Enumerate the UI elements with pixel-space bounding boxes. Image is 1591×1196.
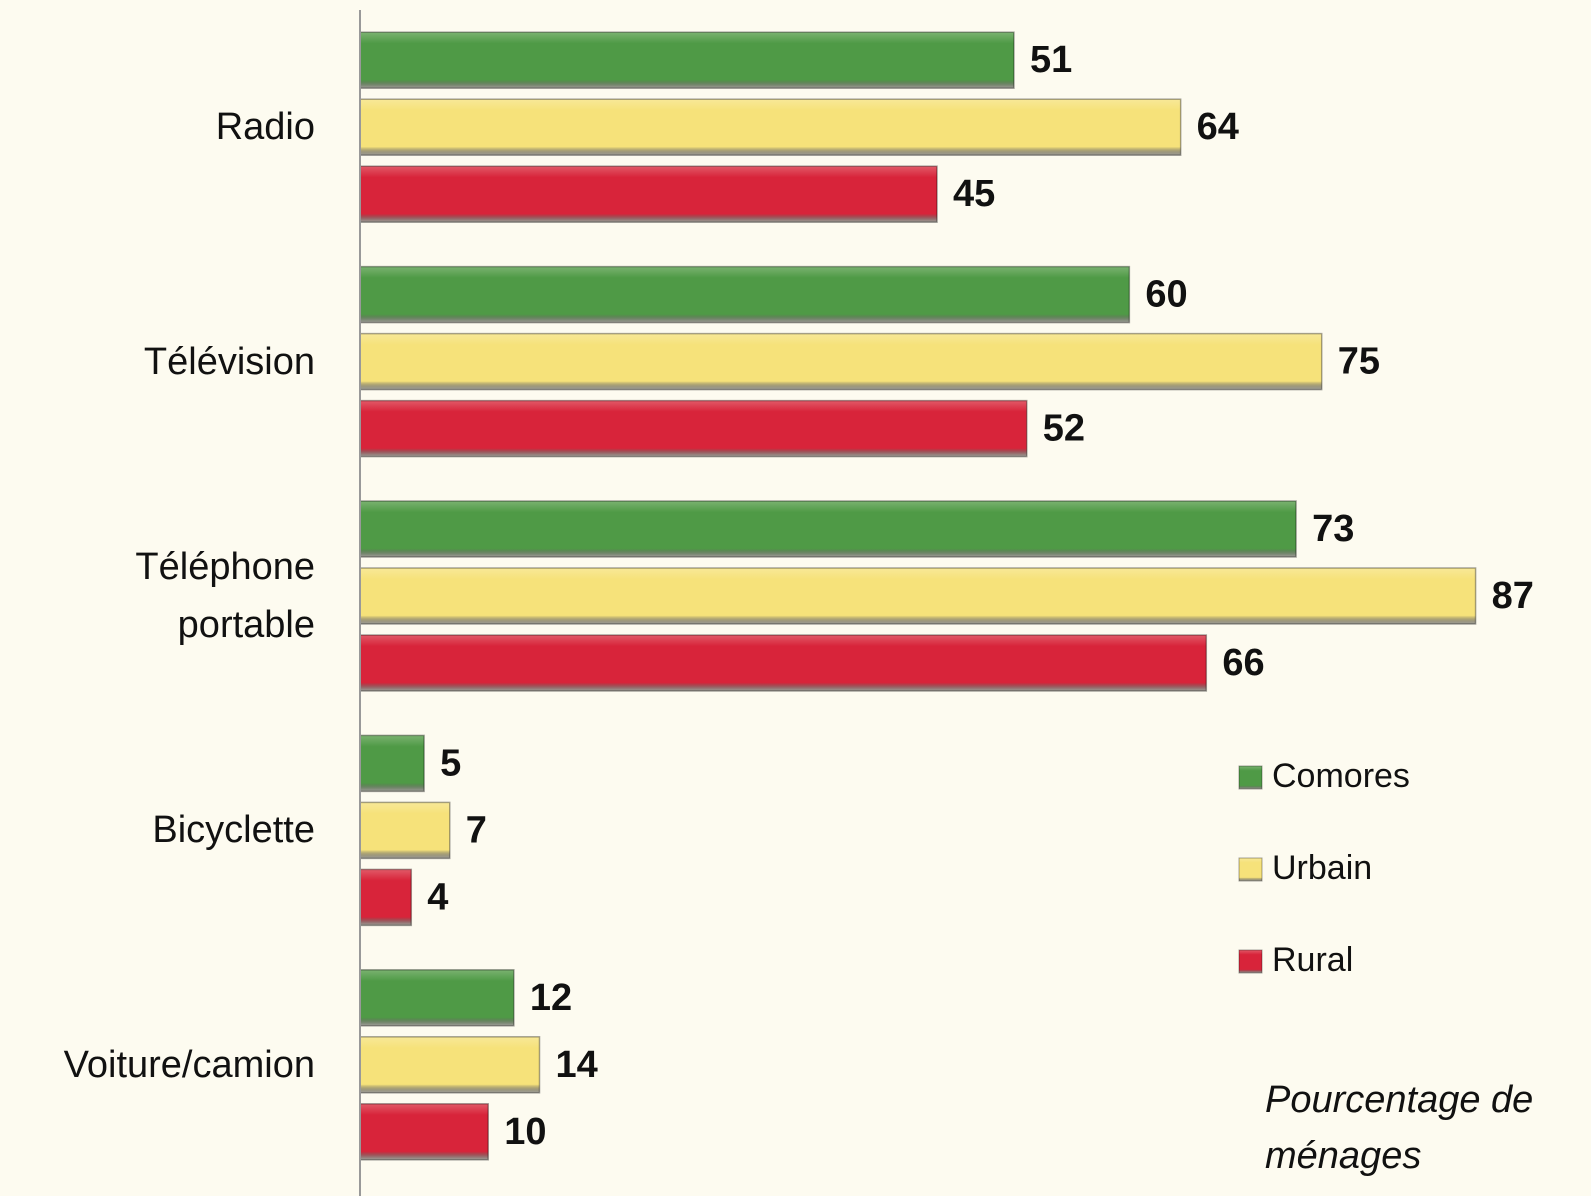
annotation: Pourcentage de ménages <box>1265 1079 1534 1177</box>
value-label: 52 <box>1043 408 1085 450</box>
bar <box>359 634 1208 692</box>
value-label: 7 <box>466 809 487 851</box>
value-label: 60 <box>1145 274 1187 316</box>
value-label: 87 <box>1492 575 1534 617</box>
bar <box>359 399 1028 458</box>
bar <box>359 165 938 223</box>
value-label: 51 <box>1030 39 1072 81</box>
category-label: Bicyclette <box>152 809 315 852</box>
legend-swatch <box>1238 765 1263 790</box>
bar <box>359 1103 489 1161</box>
bar <box>359 500 1297 558</box>
bar <box>359 31 1015 89</box>
bar <box>359 332 1323 391</box>
category-label: Télévision <box>143 340 315 383</box>
bar <box>359 801 451 860</box>
value-label: 73 <box>1312 508 1354 550</box>
legend-label: Urbain <box>1272 849 1372 887</box>
value-label: 45 <box>953 173 995 215</box>
bar <box>359 969 515 1027</box>
bar <box>359 868 413 927</box>
legend-label: Rural <box>1272 941 1353 979</box>
bar <box>359 265 1131 324</box>
legend-swatch <box>1238 857 1263 882</box>
bar <box>359 734 425 793</box>
legend-label: Comores <box>1272 757 1410 795</box>
category-label: Radio <box>215 106 315 149</box>
category-label: Téléphone portable <box>135 546 315 646</box>
value-label: 10 <box>504 1111 546 1153</box>
value-label: 14 <box>556 1044 598 1086</box>
category-label: Voiture/camion <box>63 1043 315 1086</box>
value-label: 66 <box>1222 642 1264 684</box>
value-label: 64 <box>1197 106 1239 148</box>
value-label: 4 <box>427 876 448 918</box>
bar <box>359 98 1182 156</box>
bar <box>359 1036 541 1094</box>
value-label: 75 <box>1338 341 1380 383</box>
value-label: 5 <box>440 742 461 784</box>
legend-swatch <box>1238 949 1263 974</box>
bar <box>359 567 1477 625</box>
value-label: 12 <box>530 977 572 1019</box>
